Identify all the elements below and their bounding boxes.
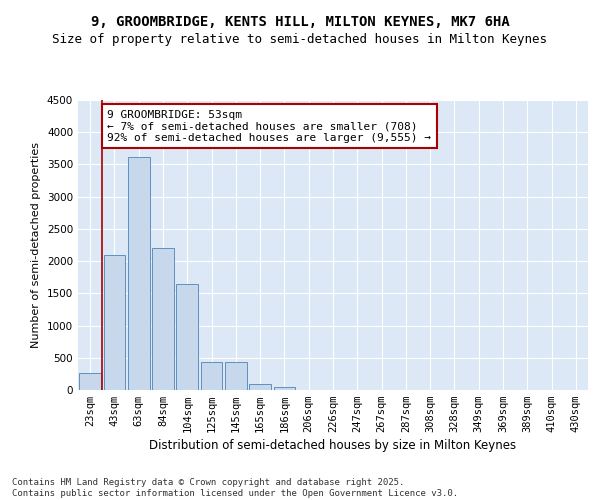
Text: Size of property relative to semi-detached houses in Milton Keynes: Size of property relative to semi-detach…	[53, 32, 548, 46]
Bar	[128, 156, 149, 390]
Bar	[152, 248, 174, 390]
Text: Contains HM Land Registry data © Crown copyright and database right 2025.
Contai: Contains HM Land Registry data © Crown c…	[12, 478, 458, 498]
Bar	[176, 284, 198, 390]
Bar	[79, 372, 101, 390]
Y-axis label: Number of semi-detached properties: Number of semi-detached properties	[31, 142, 41, 348]
Bar	[249, 384, 271, 390]
Text: 9, GROOMBRIDGE, KENTS HILL, MILTON KEYNES, MK7 6HA: 9, GROOMBRIDGE, KENTS HILL, MILTON KEYNE…	[91, 15, 509, 29]
X-axis label: Distribution of semi-detached houses by size in Milton Keynes: Distribution of semi-detached houses by …	[149, 440, 517, 452]
Text: 9 GROOMBRIDGE: 53sqm
← 7% of semi-detached houses are smaller (708)
92% of semi-: 9 GROOMBRIDGE: 53sqm ← 7% of semi-detach…	[107, 110, 431, 143]
Bar	[225, 362, 247, 390]
Bar	[104, 254, 125, 390]
Bar	[200, 362, 223, 390]
Bar	[274, 387, 295, 390]
